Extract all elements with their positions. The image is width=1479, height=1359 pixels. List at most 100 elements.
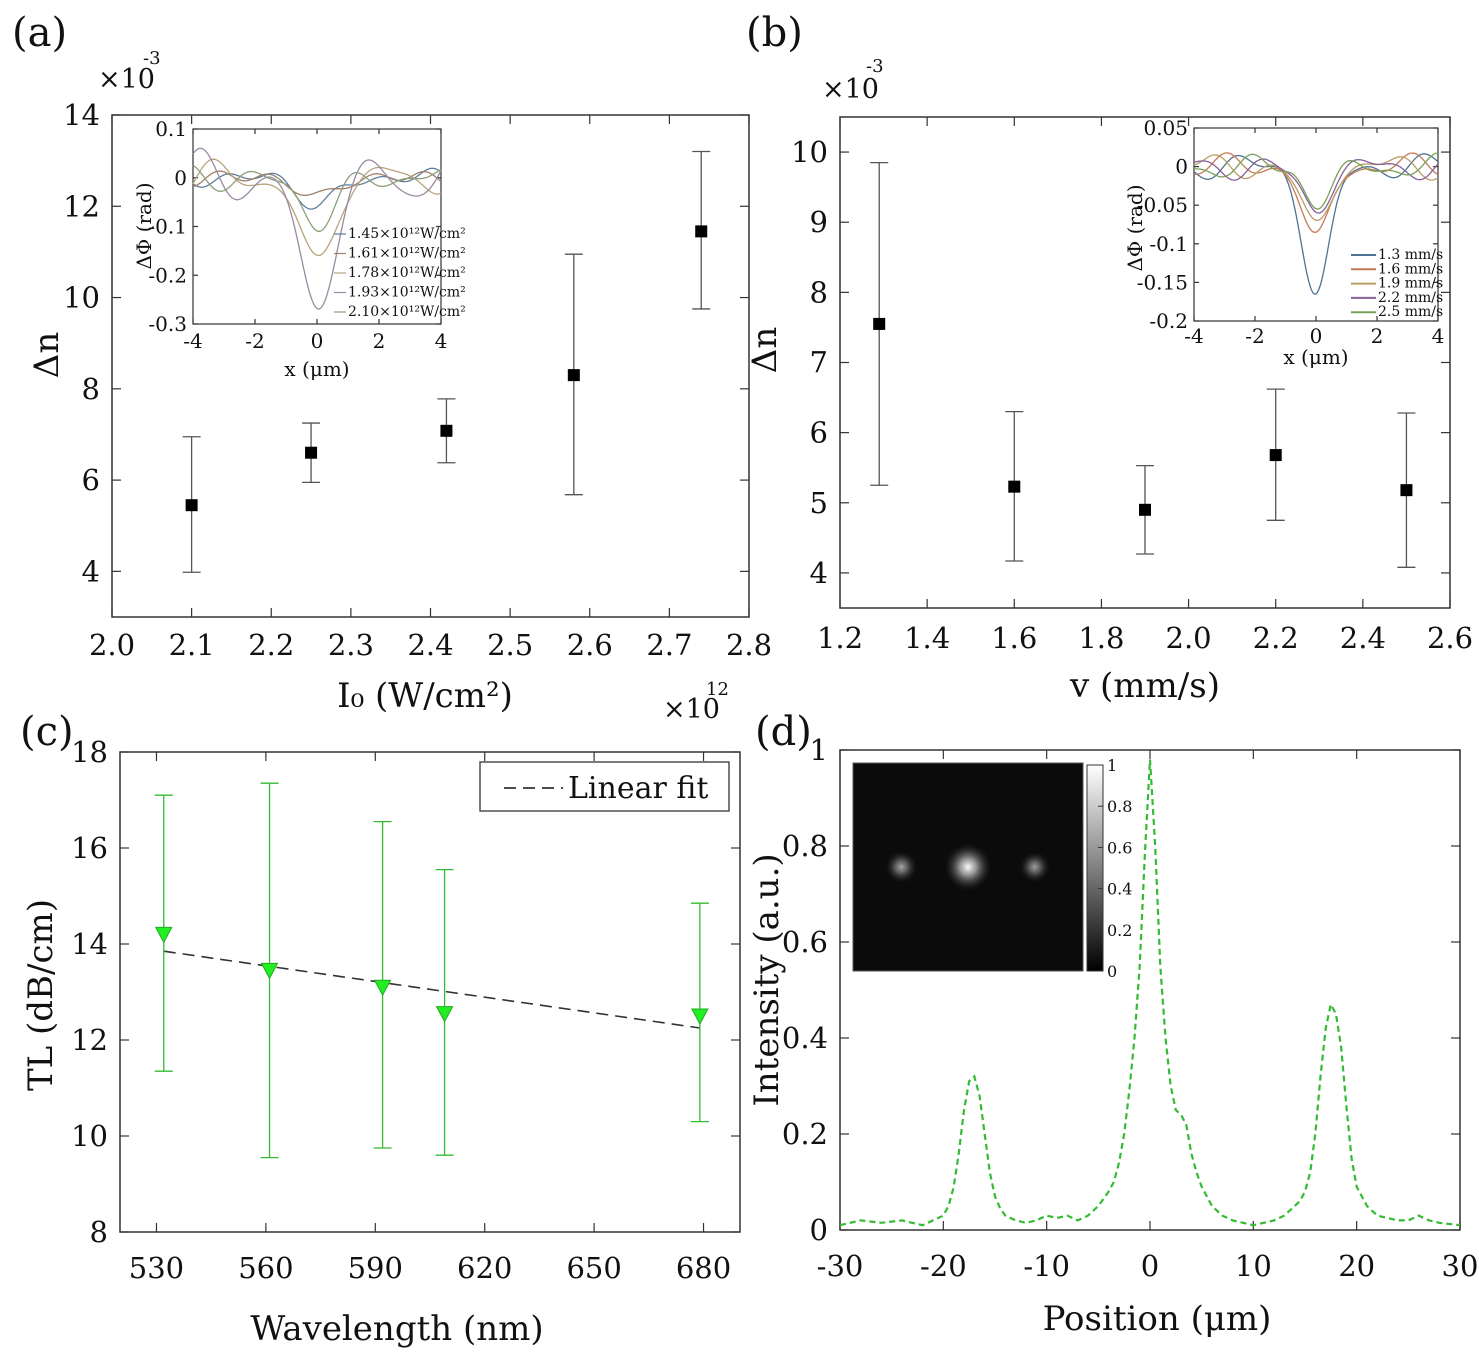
x-tick-label: 10 — [1235, 1249, 1272, 1283]
y-tick-label: 9 — [810, 205, 828, 239]
inset-legend-label: 1.3 mm/s — [1378, 247, 1443, 263]
x-tick-label: 2 — [373, 329, 386, 353]
x-tick-label: 2.1 — [169, 628, 215, 662]
colorbar-tick-label: 0.2 — [1107, 921, 1132, 940]
inset-series-line — [192, 158, 442, 257]
y-tick-label: -0.15 — [1137, 270, 1188, 294]
inset-series-line — [1194, 152, 1439, 210]
inset-series-line — [1193, 158, 1439, 214]
panel-label-b: (b) — [746, 10, 803, 56]
data-point-marker — [185, 499, 198, 512]
y-axis-label-b: Δn — [745, 327, 785, 373]
y-tick-label: -0.2 — [1149, 309, 1188, 333]
legend-label-c: Linear fit — [568, 771, 708, 806]
x-tick-label: 20 — [1338, 1249, 1375, 1283]
inset-legend-label: 2.5 mm/s — [1378, 304, 1443, 320]
x-tick-label: 1.8 — [1078, 621, 1124, 655]
y-ticks-b: 4 5 6 7 8 9 10 — [791, 135, 1450, 590]
inset-x-label-a: x (μm) — [284, 357, 349, 381]
svg-text:-3: -3 — [143, 48, 161, 69]
data-point-marker — [1139, 503, 1151, 516]
y-tick-label: 0 — [1175, 155, 1188, 179]
colorbar-tick-label: 0.4 — [1107, 880, 1132, 899]
linear-fit-c — [163, 950, 700, 1029]
data-point-marker — [1400, 484, 1413, 497]
x-tick-label: 2.4 — [1340, 621, 1386, 655]
x-tick-label: 1.2 — [817, 621, 863, 655]
y-tick-label: 7 — [810, 346, 828, 380]
x-tick-label: 560 — [238, 1251, 293, 1285]
intensity-profile-d — [839, 759, 1461, 1227]
x-tick-label: 1.4 — [904, 621, 950, 655]
y-tick-label: 10 — [63, 281, 100, 315]
colorbar-tick-label: 1 — [1107, 756, 1117, 775]
points-c — [154, 782, 709, 1159]
y-tick-label: 18 — [71, 735, 108, 769]
data-point-marker — [305, 446, 318, 459]
colorbar-d — [1086, 764, 1104, 972]
inset-lines-b — [1193, 152, 1439, 295]
x-tick-label: -4 — [1184, 324, 1203, 348]
y-exponent-b: ×10 -3 — [822, 56, 884, 105]
y-tick-label: 1 — [810, 733, 828, 767]
inset-legend-label: 1.6 mm/s — [1378, 261, 1443, 277]
x-tick-label: 2.4 — [407, 628, 453, 662]
points-b — [870, 161, 1416, 568]
plot-frame-c — [119, 751, 741, 1233]
inset-series-line — [192, 147, 442, 310]
inset-legend-label: 1.61×10¹²W/cm² — [348, 246, 466, 262]
x-tick-label: 2.6 — [1427, 621, 1473, 655]
x-tick-label: -30 — [817, 1249, 864, 1283]
data-point-marker — [440, 424, 453, 437]
x-tick-label: -2 — [1245, 324, 1264, 348]
data-point-marker — [567, 369, 580, 382]
panel-label-a: (a) — [12, 10, 67, 56]
data-point-marker — [435, 1006, 454, 1023]
inset-y-label-b: ΔΦ (rad) — [1123, 184, 1147, 271]
data-point-marker — [691, 1008, 709, 1026]
y-ticks-a: 4 6 8 10 12 14 — [63, 98, 749, 588]
y-tick-label: -0.3 — [148, 312, 187, 336]
svg-text:×10: ×10 — [822, 74, 879, 105]
x-tick-label: 530 — [129, 1251, 184, 1285]
data-point-marker — [873, 317, 886, 330]
y-tick-label: 10 — [71, 1119, 108, 1153]
data-point-marker — [154, 926, 173, 944]
x-tick-label: 30 — [1442, 1249, 1479, 1283]
x-tick-label: 2.8 — [726, 628, 772, 662]
y-tick-label: 0.4 — [782, 1021, 828, 1055]
y-axis-label-c: TL (dB/cm) — [21, 899, 61, 1091]
x-tick-label: 650 — [566, 1251, 621, 1285]
inset-x-label-b: x (μm) — [1283, 345, 1348, 369]
panel-a: (a) 2.0 2.1 2.2 2.3 2.4 2.5 2.6 2.7 2.8 4 6 8 10 12 1… — [12, 10, 772, 725]
x-tick-label: 2.7 — [646, 628, 692, 662]
y-tick-label: 0.8 — [782, 829, 828, 863]
y-tick-label: 12 — [63, 189, 100, 223]
x-tick-label: 620 — [457, 1251, 512, 1285]
y-tick-label: -0.1 — [148, 215, 187, 239]
x-tick-label: -20 — [920, 1249, 967, 1283]
y-tick-label: 0.2 — [782, 1117, 828, 1151]
inset-a: -4 -2 0 2 4 0.10-0.1-0.2-0.3 1.45×10¹²W/cm²1… — [132, 117, 466, 381]
svg-text:-3: -3 — [866, 56, 884, 77]
x-tick-label: 0 — [1310, 324, 1323, 348]
inset-frame-a — [192, 128, 442, 325]
y-tick-label: 4 — [810, 556, 828, 590]
x-tick-label: 2.2 — [1253, 621, 1299, 655]
inset-lines-a — [192, 147, 442, 310]
colorbar-tick-label: 0 — [1107, 962, 1117, 981]
y-tick-label: 0 — [174, 166, 187, 190]
inset-y-ticks-b: 0.05 0 -0.05 -0.1 -0.15 -0.2 — [1137, 116, 1438, 333]
points-a — [182, 150, 711, 573]
y-tick-label: 8 — [810, 275, 828, 309]
x-exponent-a: ×10 12 — [663, 679, 729, 725]
fit-line — [163, 950, 700, 1029]
svg-text:×10: ×10 — [663, 694, 720, 725]
colorbar-ticks-d: 1 0.8 0.6 0.4 0.2 0 — [1098, 756, 1132, 981]
inset-legend-label: 2.10×10¹²W/cm² — [348, 304, 466, 320]
y-tick-label: 14 — [71, 927, 108, 961]
y-tick-label: 0.6 — [782, 925, 828, 959]
x-tick-label: 680 — [676, 1251, 731, 1285]
inset-y-label-a: ΔΦ (rad) — [132, 182, 156, 269]
y-tick-label: -0.2 — [148, 263, 187, 287]
